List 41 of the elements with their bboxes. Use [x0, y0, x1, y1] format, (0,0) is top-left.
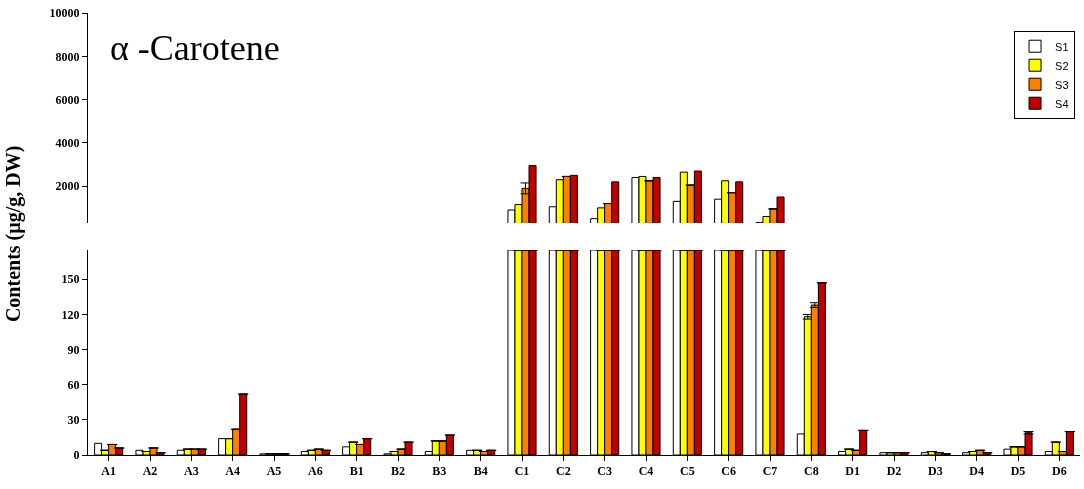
legend-label: S1 [1055, 40, 1069, 53]
x-tick-label: C6 [721, 464, 737, 479]
y-tick-label: 60 [67, 377, 80, 392]
y-tick-label: 120 [61, 307, 80, 322]
x-tick-label: B2 [390, 464, 406, 479]
y-tick-label: 4000 [55, 136, 80, 151]
x-tick-label: B1 [349, 464, 364, 479]
x-tick-label: A1 [101, 464, 117, 479]
x-tick-label: A2 [142, 464, 158, 479]
y-tick-label: 90 [67, 342, 80, 357]
x-tick-label: D2 [886, 464, 902, 479]
x-tick-label: C3 [597, 464, 613, 479]
x-tick-label: D6 [1051, 464, 1067, 479]
y-tick-label: 6000 [55, 92, 80, 107]
legend-label: S4 [1055, 97, 1069, 110]
y-tick-label: 150 [61, 272, 80, 287]
x-tick-label: D5 [1010, 464, 1026, 479]
y-tick-label: 8000 [55, 49, 80, 64]
x-tick-label: C1 [514, 464, 530, 479]
x-tick-label: A5 [266, 464, 282, 479]
legend-label: S3 [1055, 78, 1069, 91]
chart-title: α -Carotene [110, 28, 280, 68]
x-tick-label: C2 [555, 464, 571, 479]
x-tick-label: B4 [473, 464, 488, 479]
x-tick-label: A3 [183, 464, 199, 479]
x-tick-label: B3 [432, 464, 447, 479]
legend-label: S2 [1055, 59, 1069, 72]
x-tick-label: C7 [762, 464, 778, 479]
y-tick-label: 0 [73, 448, 80, 463]
x-tick-label: D4 [969, 464, 985, 479]
x-tick-label: A4 [225, 464, 241, 479]
x-tick-label: C5 [679, 464, 695, 479]
y-tick-label: 10000 [49, 6, 80, 21]
x-tick-label: D1 [845, 464, 861, 479]
y-tick-label: 30 [67, 413, 80, 428]
x-tick-label: C4 [638, 464, 654, 479]
y-axis-title: Contents (µg/g, DW) [2, 145, 26, 323]
x-tick-label: C8 [803, 464, 819, 479]
x-tick-label: D3 [927, 464, 943, 479]
x-tick-label: A6 [307, 464, 323, 479]
y-tick-label: 2000 [55, 179, 80, 194]
